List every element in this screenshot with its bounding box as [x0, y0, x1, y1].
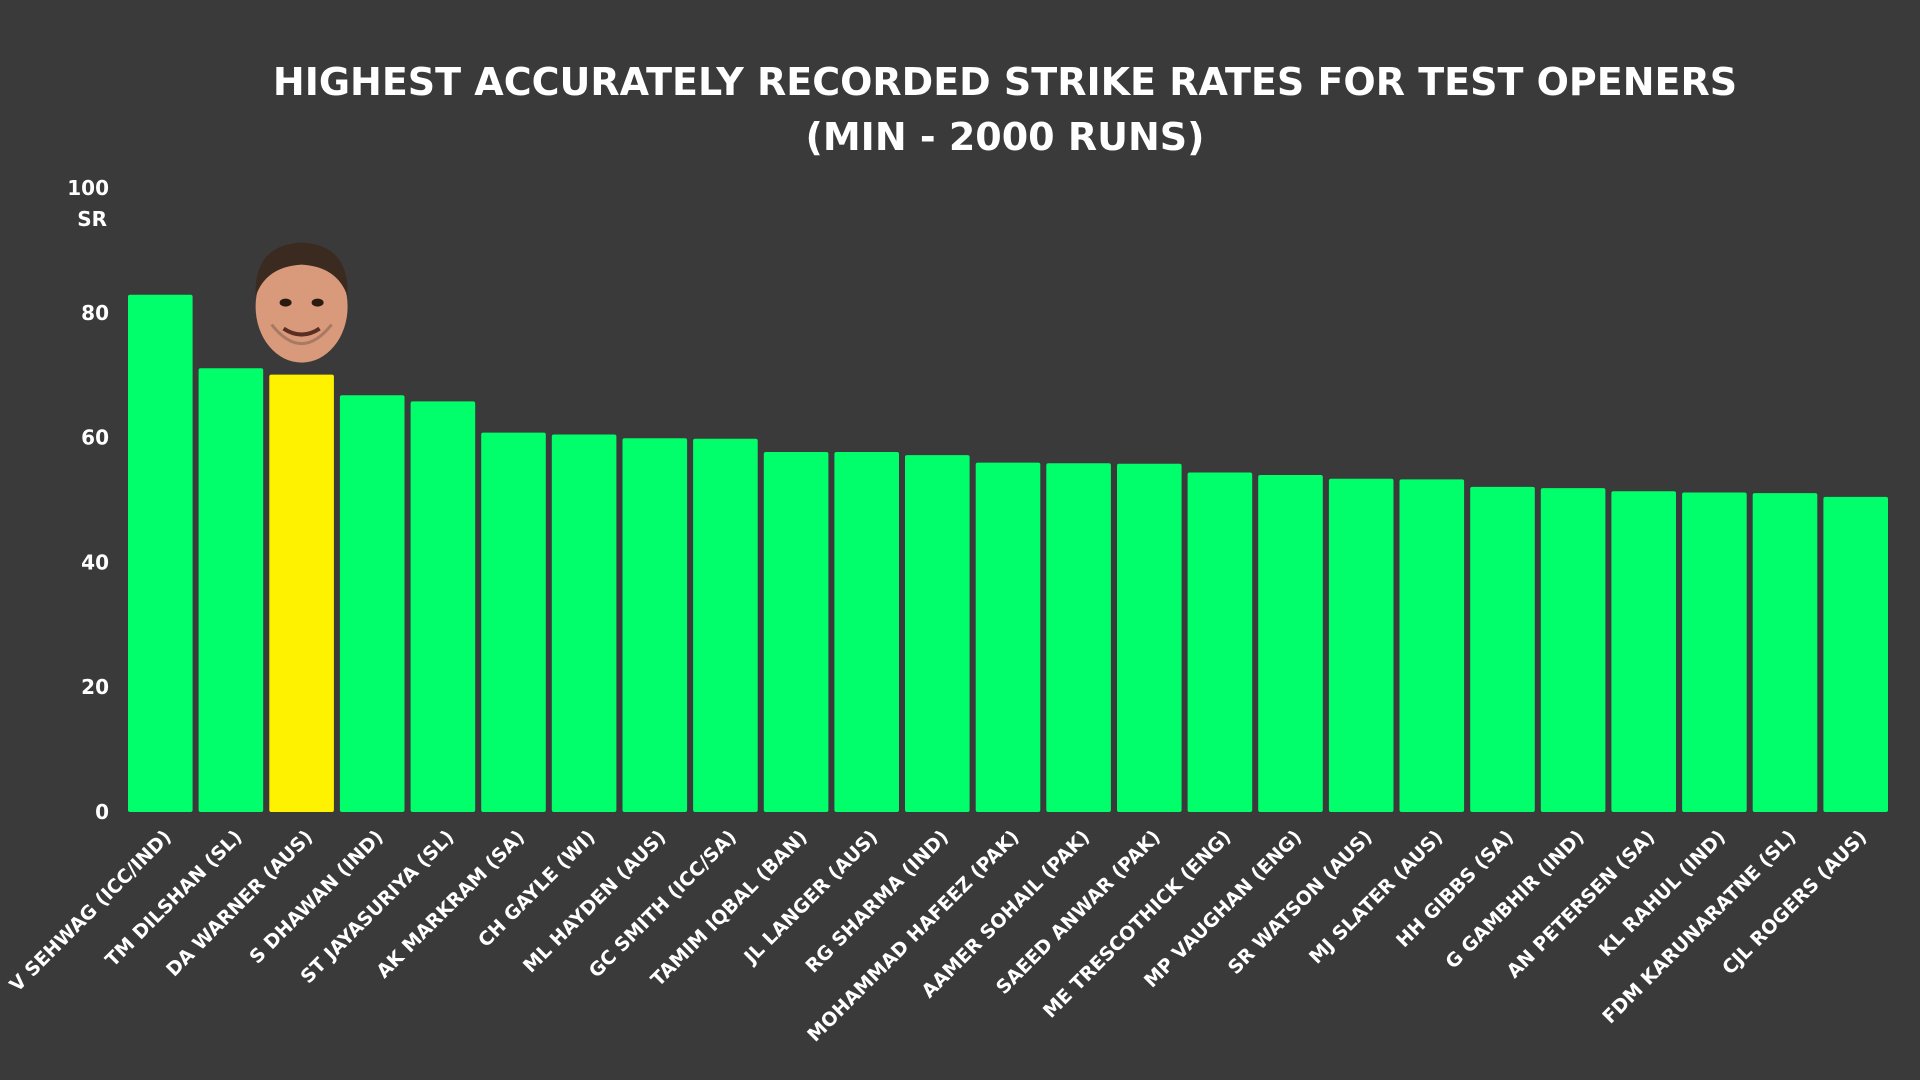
bar	[1399, 479, 1465, 812]
avatar-eye-right	[311, 298, 324, 307]
bars-group	[128, 294, 1888, 812]
bar	[1682, 492, 1747, 812]
bar	[1328, 478, 1394, 812]
x-category-label: JL LANGER (AUS)	[739, 826, 882, 969]
y-tick-label: 40	[81, 550, 109, 574]
x-category-label: KL RAHUL (IND)	[1595, 826, 1730, 961]
bar	[763, 452, 829, 812]
y-axis: 0 20 40 60 80 100 SR	[67, 176, 109, 824]
x-category-label: MJ SLATER (AUS)	[1305, 826, 1447, 968]
bar	[622, 438, 688, 812]
x-category-label: G GAMBHIR (IND)	[1441, 826, 1588, 973]
bar	[1823, 496, 1888, 812]
avatar-eye-left	[279, 298, 292, 307]
x-category-label: TM DILSHAN (SL)	[101, 826, 246, 971]
bar	[1540, 488, 1606, 812]
bar	[693, 438, 758, 812]
x-category-label: SR WATSON (AUS)	[1224, 826, 1377, 979]
bar	[1258, 475, 1323, 812]
avatar-hair	[255, 242, 348, 297]
x-category-label: RG SHARMA (IND)	[802, 826, 953, 977]
x-axis-labels: V SEHWAG (ICC/IND)TM DILSHAN (SL)DA WARN…	[5, 826, 1871, 1046]
y-axis-label: SR	[77, 207, 107, 231]
bar	[1187, 472, 1253, 812]
player-avatar	[255, 242, 348, 363]
avatar-face	[255, 250, 348, 363]
bar	[551, 434, 617, 812]
y-tick-label: 0	[95, 800, 109, 824]
bar	[128, 294, 193, 812]
x-category-label: CJL ROGERS (AUS)	[1718, 826, 1871, 979]
x-category-label: HH GIBBS (SA)	[1392, 826, 1518, 952]
bar	[1611, 491, 1676, 812]
avatar-beard	[270, 323, 333, 346]
bar	[481, 432, 546, 812]
x-category-label: CH GAYLE (WI)	[474, 826, 600, 952]
x-category-label: S DHAWAN (IND)	[245, 826, 387, 968]
bar	[410, 401, 476, 812]
bar	[198, 368, 264, 812]
bar	[975, 462, 1041, 812]
bar	[1470, 486, 1535, 812]
chart-title-line-1: HIGHEST ACCURATELY RECORDED STRIKE RATES…	[273, 60, 1737, 104]
bar	[339, 395, 405, 812]
avatar-mouth	[282, 326, 321, 337]
bar	[1046, 463, 1111, 812]
bar	[1752, 493, 1818, 812]
x-category-label: ML HAYDEN (AUS)	[519, 826, 670, 977]
y-tick-label: 100	[67, 176, 109, 200]
bar	[834, 452, 899, 812]
y-tick-label: 60	[81, 426, 109, 450]
chart-title-line-2: (MIN - 2000 RUNS)	[806, 115, 1205, 159]
bar	[905, 455, 970, 812]
y-tick-label: 20	[81, 675, 109, 699]
bar	[269, 374, 334, 812]
bar	[1117, 463, 1182, 812]
y-tick-label: 80	[81, 301, 109, 325]
